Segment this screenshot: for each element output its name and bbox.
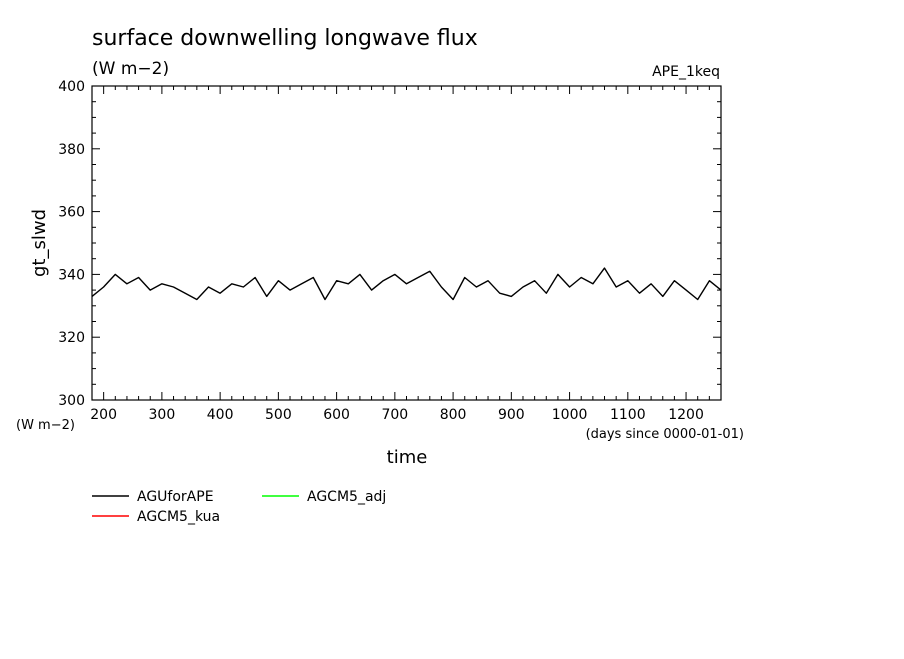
chart-subtitle: (W m−2) — [92, 59, 169, 79]
y-tick-label: 400 — [58, 79, 85, 95]
x-tick-label: 1100 — [610, 407, 646, 423]
legend: AGUforAPE AGCM5_adj AGCM5_kua — [92, 489, 386, 525]
y-axis-label: gt_slwd — [29, 209, 50, 277]
x-tick-label: 1000 — [552, 407, 588, 423]
x-tick-label: 900 — [498, 407, 525, 423]
x-axis-units: (days since 0000-01-01) — [586, 427, 744, 442]
y-axis-units: (W m−2) — [16, 418, 75, 433]
y-tick-label: 320 — [58, 330, 85, 346]
x-tick-label: 700 — [381, 407, 408, 423]
chart-title: surface downwelling longwave flux — [92, 26, 478, 51]
x-tick-labels: 200 300 400 500 600 700 800 900 1000 1100 1200 — [90, 407, 704, 423]
y-tick-label: 340 — [58, 267, 85, 283]
x-tick-label: 1200 — [668, 407, 704, 423]
plot-frame — [91, 85, 722, 401]
series-line-aguforape — [91, 267, 722, 301]
legend-label-agufor-ape: AGUforAPE — [137, 489, 214, 505]
x-tick-label: 800 — [440, 407, 467, 423]
experiment-tag: APE_1keq — [652, 64, 720, 80]
y-tick-label: 300 — [58, 393, 85, 409]
legend-label-agcm5-adj: AGCM5_adj — [307, 489, 386, 505]
y-tick-labels: 300 320 340 360 380 400 — [58, 79, 85, 409]
x-tick-label: 500 — [265, 407, 292, 423]
x-axis-label: time — [387, 447, 428, 468]
x-tick-label: 400 — [207, 407, 234, 423]
x-tick-label: 200 — [90, 407, 117, 423]
y-tick-label: 360 — [58, 205, 85, 221]
x-tick-label: 300 — [149, 407, 176, 423]
axis-ticks — [91, 85, 722, 401]
y-tick-label: 380 — [58, 142, 85, 158]
series-lines — [91, 267, 722, 301]
legend-label-agcm5-kua: AGCM5_kua — [137, 509, 220, 525]
x-tick-label: 600 — [323, 407, 350, 423]
